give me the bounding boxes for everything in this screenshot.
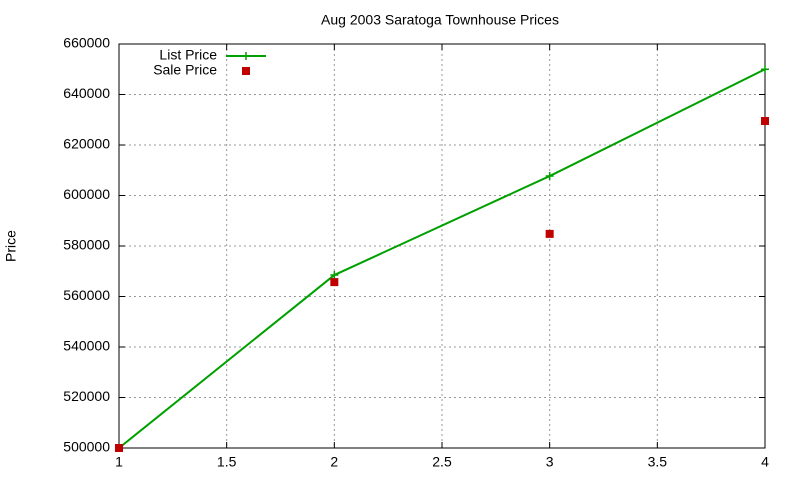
point [545,172,554,181]
y-tick-label: 520000 [63,388,110,404]
y-tick-label: 660000 [63,35,110,51]
point [761,117,769,126]
legend-swatch [242,52,250,60]
x-tick-label: 2.5 [432,454,452,470]
legend-swatch [242,67,250,75]
x-tick-label: 2 [330,454,338,470]
y-tick-label: 600000 [63,186,110,202]
y-tick-label: 580000 [63,237,110,253]
y-tick-label: 640000 [63,85,110,101]
plot-border [118,43,766,449]
point [115,444,123,452]
y-tick-label: 560000 [63,287,110,303]
x-tick-label: 3.5 [648,454,668,470]
point [545,229,554,238]
y-tick-label: 540000 [63,338,110,354]
legend-label: Sale Price [153,62,217,78]
x-tick-label: 1.5 [217,454,237,470]
x-tick-label: 3 [546,454,554,470]
y-tick-label: 620000 [63,136,110,152]
chart-title: Aug 2003 Saratoga Townhouse Prices [321,12,559,28]
x-tick-label: 1 [115,454,123,470]
point [330,278,339,287]
point [761,65,769,74]
x-tick-label: 4 [761,454,769,470]
series-line [118,68,766,449]
y-tick-label: 500000 [63,439,110,455]
point [330,271,339,280]
legend-label: List Price [159,47,217,63]
y-axis-label: Price [3,230,19,262]
